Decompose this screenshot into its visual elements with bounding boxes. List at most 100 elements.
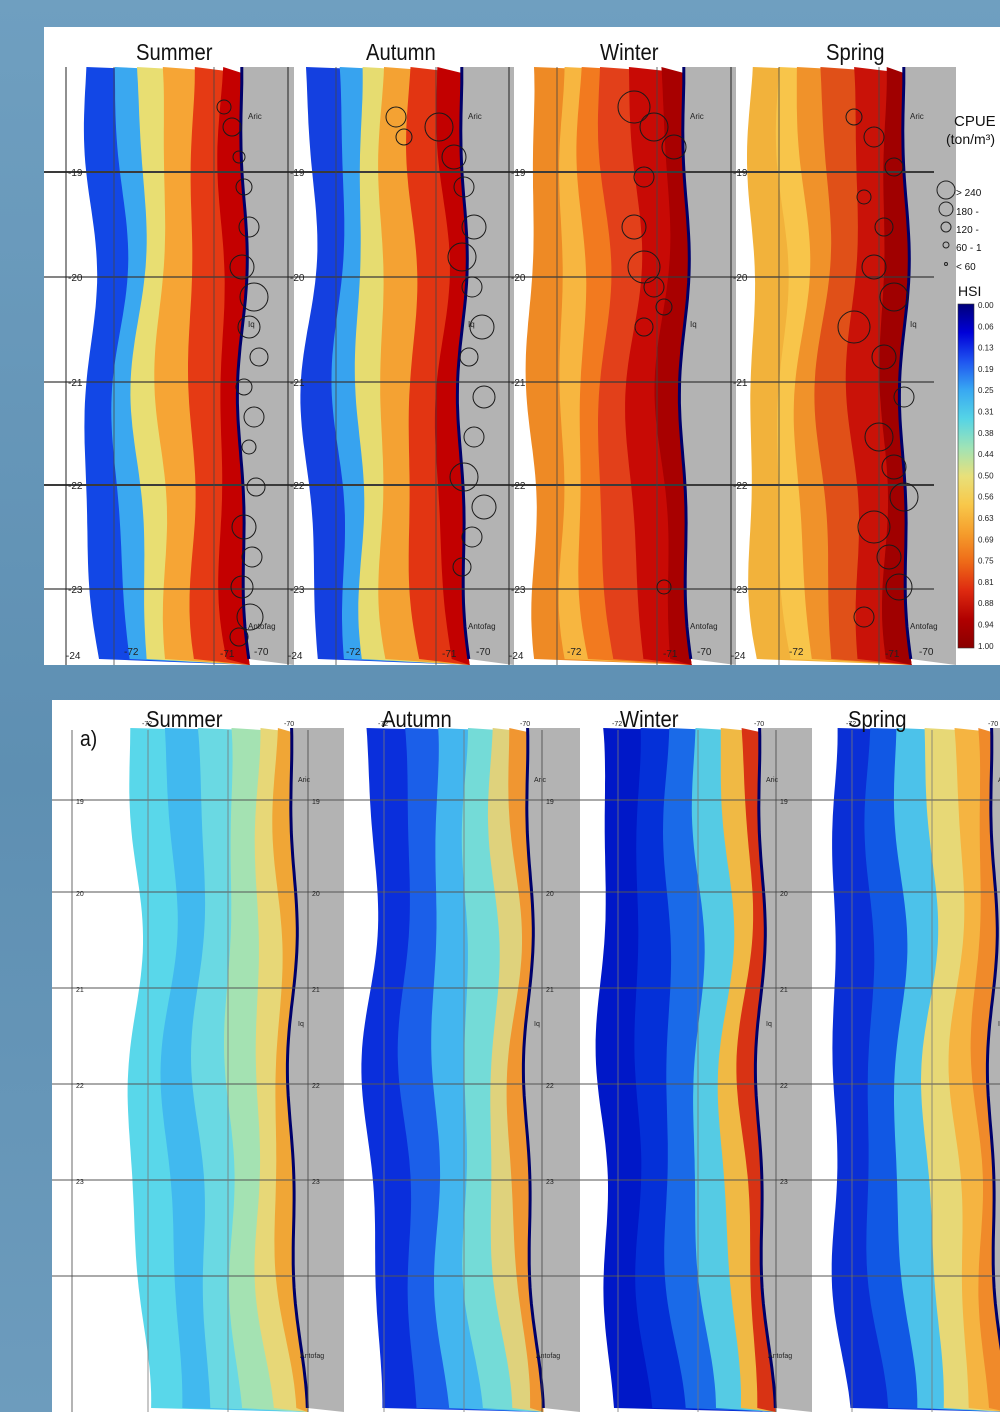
cpue-bubble (884, 157, 904, 177)
place-label-iquique: Iq (298, 1021, 304, 1028)
cpue-bubble (230, 575, 254, 599)
latitude-tick-label: -19 (511, 168, 526, 179)
latitude-tick-label: -22 (511, 481, 526, 492)
season-title-summer-bottom: Summer (146, 706, 223, 732)
place-label-iquique: Iq (766, 1021, 772, 1028)
cpue-bubble (879, 282, 909, 312)
coastline-top-summer (235, 67, 251, 660)
cpue-bubble (634, 317, 654, 337)
land-top-autumn (457, 67, 514, 665)
longitude-tick-label: -70 (697, 647, 712, 658)
bottom-maps-svg: 19 20 21 22 23 -72 -70 Aric Iq Antofag 19 20 21 22 23 -… (52, 721, 1000, 1412)
cpue-legend-symbol (938, 201, 954, 217)
longitude-tick-label: -72 (567, 647, 582, 658)
hsi-tick-label: 0.56 (978, 493, 994, 502)
cpue-bubble (461, 214, 487, 240)
latitude-tick-label: -21 (733, 378, 748, 389)
cpue-bubble (633, 166, 655, 188)
coastline-top-winter (677, 67, 693, 660)
land-bottom-autumn (523, 728, 580, 1412)
longitude-tick-label: -72 (846, 721, 856, 728)
cpue-bubble (452, 557, 472, 577)
cpue-bubble (893, 386, 915, 408)
hsi-band-bottom-autumn-5 (506, 728, 544, 1412)
hsi-tick-label: 0.75 (978, 557, 994, 566)
latitude-tick-label: -19 (290, 168, 305, 179)
longitude-tick-label: -72 (346, 647, 361, 658)
cpue-bubble (424, 112, 454, 142)
cpue-bubble (447, 242, 477, 272)
cpue-bubble (656, 579, 672, 595)
place-label-arica: Aric (534, 777, 547, 784)
cpue-class-label: 60 - 1 (956, 243, 982, 254)
latitude-tick-label: 19 (780, 799, 788, 806)
place-label-antofagasta: Antofag (690, 622, 718, 631)
map-bottom-autumn (361, 727, 580, 1412)
cpue-class-label: 180 - (956, 207, 979, 218)
cpue-legend-symbol (940, 221, 952, 233)
latitude-tick-label: -24 (509, 651, 524, 662)
coastline-bottom-winter (753, 727, 777, 1409)
cpue-class-label: > 240 (956, 188, 982, 199)
map-top-summer (83, 67, 294, 665)
cpue-bubble (453, 176, 475, 198)
bottom-figure-panel: 19 20 21 22 23 -72 -70 Aric Iq Antofag 19 20 21 22 23 -… (52, 700, 1000, 1412)
cpue-legend-title: CPUE (954, 113, 996, 130)
coastline-top-spring (897, 67, 913, 660)
latitude-tick-label: -22 (733, 481, 748, 492)
hsi-tick-label: 0.06 (978, 322, 994, 331)
longitude-tick-label: -70 (254, 647, 269, 658)
latitude-tick-label: -19 (733, 168, 748, 179)
cpue-bubble (861, 254, 887, 280)
season-title-winter-top: Winter (600, 39, 659, 65)
cpue-legend-symbol (942, 241, 950, 249)
hsi-legend-title: HSI (958, 283, 982, 299)
top-maps-svg: -19 -20 -21 -22 -23 -24 -72 -71 -70 Aric Iq Antofag… (44, 67, 994, 665)
latitude-tick-label: 23 (312, 1179, 320, 1186)
place-label-antofagasta: Antofag (300, 1353, 324, 1360)
hsi-tick-label: 0.63 (978, 514, 994, 523)
latitude-tick-label: 22 (780, 1083, 788, 1090)
cpue-bubble (857, 510, 891, 544)
cpue-bubble (222, 117, 242, 137)
latitude-tick-label: -22 (290, 481, 305, 492)
land-bottom-summer (287, 728, 344, 1412)
coastline-bottom-autumn (521, 727, 545, 1409)
cpue-bubble (238, 216, 260, 238)
latitude-tick-label: 22 (546, 1083, 554, 1090)
cpue-bubble (655, 298, 673, 316)
cpue-bubble (232, 150, 246, 164)
cpue-bubble (461, 276, 483, 298)
panel-label-a: a) (80, 726, 98, 751)
latitude-tick-label: 23 (546, 1179, 554, 1186)
cpue-bubble (874, 217, 894, 237)
latitude-tick-label: -23 (511, 585, 526, 596)
place-label-arica: Aric (248, 112, 262, 121)
season-title-winter-bottom: Winter (620, 706, 679, 732)
longitude-tick-label: -72 (378, 721, 388, 728)
hsi-tick-label: 0.25 (978, 386, 994, 395)
latitude-tick-label: 21 (546, 987, 554, 994)
cpue-bubble (853, 606, 875, 628)
cpue-bubble (881, 454, 907, 480)
longitude-tick-label: -71 (885, 649, 900, 660)
place-label-arica: Aric (690, 112, 704, 121)
cpue-legend-symbol (936, 180, 956, 200)
cpue-bubble (441, 144, 467, 170)
latitude-tick-label: 20 (546, 891, 554, 898)
longitude-tick-label: -72 (124, 647, 139, 658)
place-label-iquique: Iq (248, 320, 255, 329)
cpue-bubble (856, 189, 872, 205)
longitude-tick-label: -70 (476, 647, 491, 658)
latitude-tick-label: 23 (76, 1179, 84, 1186)
place-label-iquique: Iq (468, 320, 475, 329)
longitude-tick-label: -70 (988, 721, 998, 728)
latitude-tick-label: -20 (511, 273, 526, 284)
land-top-winter (679, 67, 736, 665)
cpue-bubble (461, 526, 483, 548)
hsi-colorbar (957, 303, 975, 649)
season-title-autumn-bottom: Autumn (382, 706, 452, 732)
longitude-tick-label: -70 (284, 721, 294, 728)
hsi-band-bottom-winter-5 (736, 728, 776, 1412)
cpue-bubble (617, 90, 651, 124)
